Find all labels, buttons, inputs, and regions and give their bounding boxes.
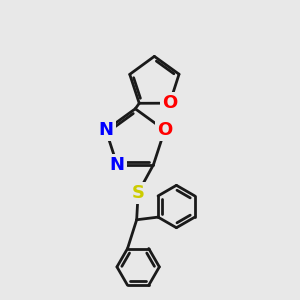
Text: N: N — [110, 156, 124, 174]
Text: N: N — [98, 121, 113, 139]
Text: S: S — [132, 184, 145, 202]
Text: O: O — [157, 121, 172, 139]
Text: O: O — [162, 94, 177, 112]
